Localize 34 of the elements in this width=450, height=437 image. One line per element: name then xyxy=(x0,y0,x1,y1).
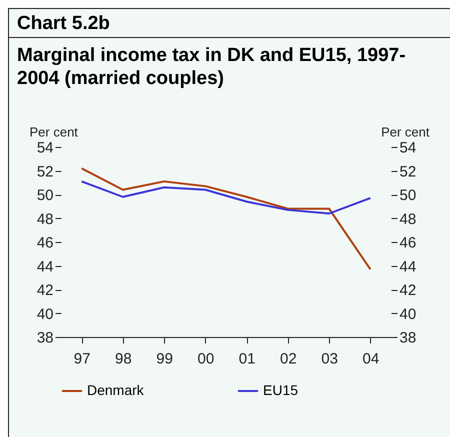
y2-tick-label: 46 xyxy=(400,234,416,252)
x-tick-label: 03 xyxy=(321,350,338,368)
legend-label: Denmark xyxy=(87,382,145,398)
line-series xyxy=(80,167,372,270)
y2-tick-label: 42 xyxy=(400,282,416,299)
y-tick-label: 42 xyxy=(36,282,54,299)
y-tick-label: 48 xyxy=(36,210,54,228)
y2-tick-label: 38 xyxy=(400,330,416,346)
x-tick-label: 97 xyxy=(74,350,90,368)
y2-tick-label: 48 xyxy=(400,210,416,228)
y-tick-label: 40 xyxy=(36,306,54,323)
legend-label: EU15 xyxy=(263,382,298,398)
x-tick-label: 98 xyxy=(115,350,132,368)
y-tick-label: 46 xyxy=(36,234,54,252)
y2-tick-label: 50 xyxy=(400,187,416,204)
x-tick-label: 02 xyxy=(280,350,297,368)
x-tick-label: 00 xyxy=(198,350,214,368)
y2-tick-label: 52 xyxy=(400,163,416,180)
y-tick-label: 44 xyxy=(36,258,54,276)
x-tick-label: 04 xyxy=(362,350,380,368)
y2-axis-title: Per cent xyxy=(381,124,430,140)
y2-tick-label: 40 xyxy=(400,306,416,323)
y2-tick-label: 54 xyxy=(400,140,416,156)
y-tick-label: 54 xyxy=(36,140,54,156)
y-tick-label: 50 xyxy=(36,187,54,204)
x-tick-label: 01 xyxy=(238,350,256,368)
y-axis-title: Per cent xyxy=(30,124,78,140)
caption: Chart 5.2b xyxy=(9,9,450,38)
chart-title: Marginal income tax in DK and EU15, 1997-2004 (married couples) xyxy=(16,44,407,91)
y-tick-label: 38 xyxy=(36,330,54,346)
y2-tick-label: 44 xyxy=(400,258,416,276)
x-tick-label: 99 xyxy=(156,350,173,368)
y-tick-label: 52 xyxy=(36,163,54,180)
line-series xyxy=(80,180,372,214)
